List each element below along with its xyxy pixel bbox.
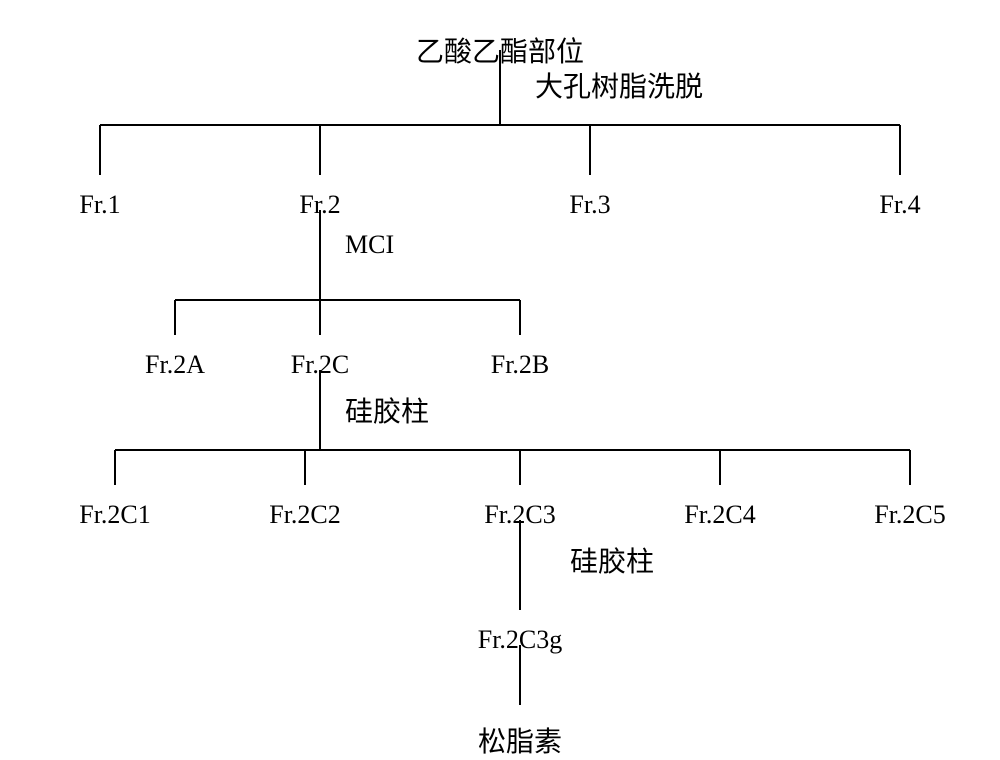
edge-label-l2: 硅胶柱 — [345, 390, 429, 430]
node-fr2c: Fr.2C — [291, 350, 350, 380]
node-fr2: Fr.2 — [299, 190, 340, 220]
node-fr1: Fr.1 — [79, 190, 120, 220]
node-final: 松脂素 — [478, 720, 562, 760]
node-root: 乙酸乙酯部位 — [416, 30, 584, 70]
node-fr2c1: Fr.2C1 — [79, 500, 151, 530]
node-fr2c4: Fr.2C4 — [684, 500, 756, 530]
node-fr3: Fr.3 — [569, 190, 610, 220]
node-fr2c3: Fr.2C3 — [484, 500, 556, 530]
node-fr2b: Fr.2B — [491, 350, 550, 380]
node-fr4: Fr.4 — [879, 190, 920, 220]
node-fr2a: Fr.2A — [145, 350, 205, 380]
edge-label-l1: MCI — [345, 230, 394, 260]
node-fr2c3g: Fr.2C3g — [478, 625, 563, 655]
node-fr2c2: Fr.2C2 — [269, 500, 341, 530]
edge-label-l3: 硅胶柱 — [570, 540, 654, 580]
edge-label-l0: 大孔树脂洗脱 — [535, 65, 703, 105]
node-fr2c5: Fr.2C5 — [874, 500, 946, 530]
